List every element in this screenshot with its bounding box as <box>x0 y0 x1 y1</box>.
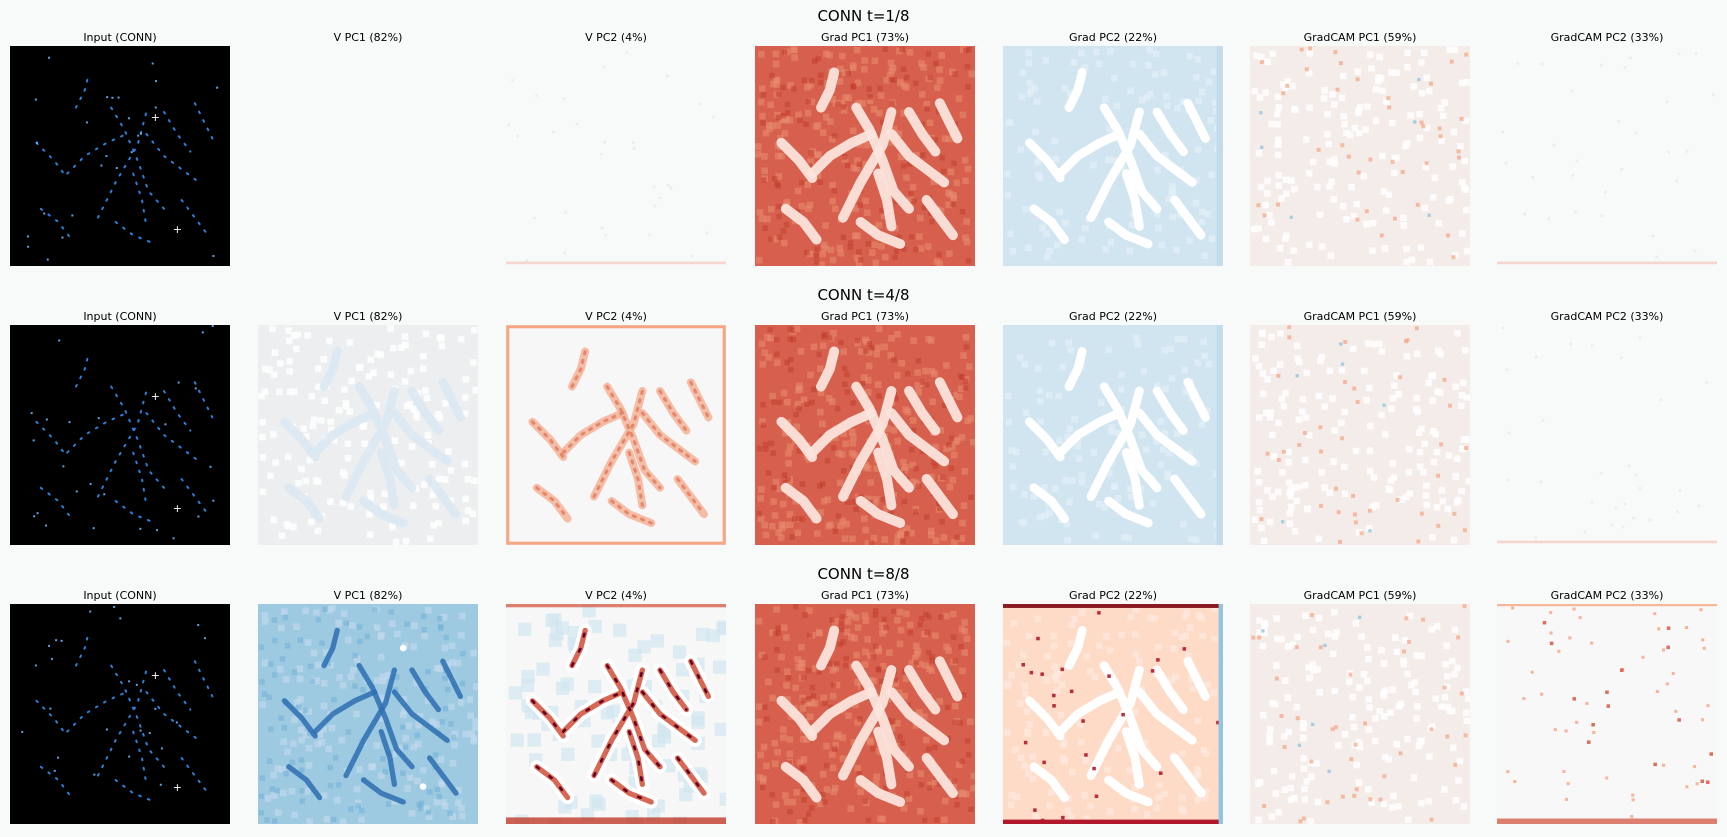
panel: V PC2 (4%) <box>506 310 726 545</box>
heatmap-image: + + <box>10 604 230 824</box>
panel-title: V PC1 (82%) <box>333 31 403 44</box>
panel: Grad PC1 (73%) <box>755 31 975 266</box>
panel: GradCAM PC1 (59%) <box>1250 310 1470 545</box>
heatmap-image <box>506 325 726 545</box>
panel-title: Grad PC1 (73%) <box>820 31 910 44</box>
panel-title: GradCAM PC2 (33%) <box>1550 310 1664 323</box>
heatmap-image <box>506 46 726 266</box>
heatmap-image <box>1497 325 1717 545</box>
heatmap-image: + + <box>10 325 230 545</box>
panel: Grad PC1 (73%) <box>755 310 975 545</box>
panel: Grad PC1 (73%) <box>755 589 975 824</box>
panel-title: GradCAM PC1 (59%) <box>1303 310 1417 323</box>
panel: V PC1 (82%) <box>258 589 478 824</box>
panel: Grad PC2 (22%) <box>1003 31 1223 266</box>
panel: V PC1 (82%) <box>258 31 478 266</box>
panel: Input (CONN) + + <box>10 589 230 824</box>
panel: GradCAM PC2 (33%) <box>1497 310 1717 545</box>
heatmap-image <box>755 604 975 824</box>
row-title: CONN t=1/8 <box>817 7 910 25</box>
heatmap-image <box>258 604 478 824</box>
panel-title: V PC2 (4%) <box>585 589 647 602</box>
panel: Grad PC2 (22%) <box>1003 589 1223 824</box>
heatmap-image <box>1003 604 1223 824</box>
panel: V PC1 (82%) <box>258 310 478 545</box>
panel-title: V PC1 (82%) <box>333 310 403 323</box>
row-title: CONN t=4/8 <box>817 286 910 304</box>
heatmap-image <box>258 46 478 266</box>
panel: GradCAM PC2 (33%) <box>1497 31 1717 266</box>
heatmap-image <box>1003 325 1223 545</box>
heatmap-image <box>1250 46 1470 266</box>
panel-title: Input (CONN) <box>83 589 157 602</box>
panel-title: GradCAM PC1 (59%) <box>1303 31 1417 44</box>
svg-text:+: + <box>151 111 160 124</box>
row-title: CONN t=8/8 <box>817 565 910 583</box>
panel-title: Grad PC2 (22%) <box>1068 31 1158 44</box>
svg-text:+: + <box>151 390 160 403</box>
heatmap-image <box>506 604 726 824</box>
panel: V PC2 (4%) <box>506 589 726 824</box>
heatmap-image <box>1250 604 1470 824</box>
panel: V PC2 (4%) <box>506 31 726 266</box>
panel-title: Input (CONN) <box>83 310 157 323</box>
svg-text:+: + <box>173 223 182 236</box>
panel: Grad PC2 (22%) <box>1003 310 1223 545</box>
svg-text:+: + <box>151 669 160 682</box>
panel-title: Grad PC1 (73%) <box>820 589 910 602</box>
heatmap-image <box>755 325 975 545</box>
heatmap-image <box>1497 46 1717 266</box>
svg-text:+: + <box>173 502 182 515</box>
heatmap-image <box>1003 46 1223 266</box>
panel-title: GradCAM PC2 (33%) <box>1550 31 1664 44</box>
panel-title: Grad PC1 (73%) <box>820 310 910 323</box>
heatmap-image <box>755 46 975 266</box>
heatmap-image <box>258 325 478 545</box>
panel-title: GradCAM PC1 (59%) <box>1303 589 1417 602</box>
panel: GradCAM PC1 (59%) <box>1250 589 1470 824</box>
panel-title: V PC2 (4%) <box>585 310 647 323</box>
panel-title: Input (CONN) <box>83 31 157 44</box>
panel: GradCAM PC1 (59%) <box>1250 31 1470 266</box>
panel-title: V PC1 (82%) <box>333 589 403 602</box>
panel: Input (CONN) + + <box>10 31 230 266</box>
panel-title: GradCAM PC2 (33%) <box>1550 589 1664 602</box>
panel-title: V PC2 (4%) <box>585 31 647 44</box>
panel-title: Grad PC2 (22%) <box>1068 589 1158 602</box>
panel-title: Grad PC2 (22%) <box>1068 310 1158 323</box>
svg-text:+: + <box>173 781 182 794</box>
panel: GradCAM PC2 (33%) <box>1497 589 1717 824</box>
panel: Input (CONN) + + <box>10 310 230 545</box>
heatmap-image <box>1250 325 1470 545</box>
heatmap-image <box>1497 604 1717 824</box>
heatmap-image: + + <box>10 46 230 266</box>
